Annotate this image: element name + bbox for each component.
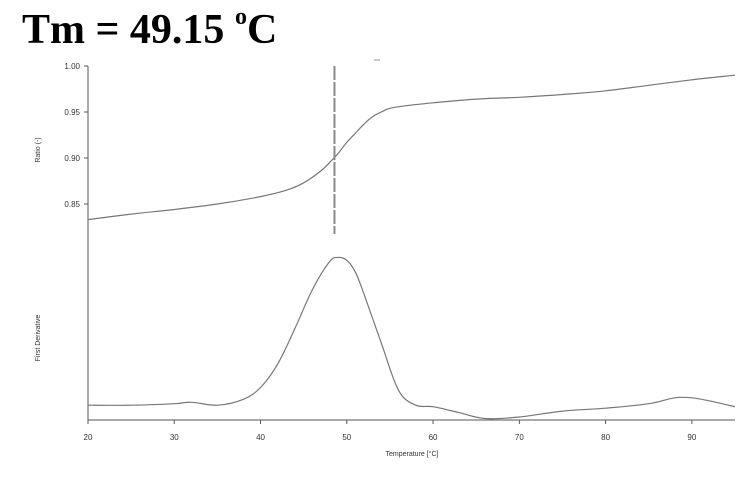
ratio-axis-title: Ratio (-) [35, 137, 42, 162]
title-prefix: Tm = 49.15 [22, 7, 235, 53]
x-tick-label-40: 40 [256, 433, 265, 442]
x-tick-label-20: 20 [84, 433, 93, 442]
y-tick-label-0.95: 0.95 [64, 108, 80, 117]
x-tick-label-70: 70 [515, 433, 524, 442]
temperature-x-axis: 20 30 40 50 60 70 80 90 [84, 420, 697, 442]
title-degree: o [234, 4, 247, 30]
series-ratio-line [87, 74, 736, 221]
x-tick-label-80: 80 [601, 433, 610, 442]
x-tick-label-60: 60 [429, 433, 438, 442]
x-tick-label-30: 30 [170, 433, 179, 442]
x-tick-label-90: 90 [687, 433, 696, 442]
y-tick-label-1.00: 1.00 [64, 62, 80, 71]
temperature-axis-title: Temperature [°C] [386, 450, 439, 458]
series-derivative-line [87, 256, 736, 420]
y-tick-label-0.85: 0.85 [64, 200, 80, 209]
curves [87, 74, 736, 420]
chart-title: Tm = 49.15 oC [22, 4, 278, 54]
plot-frame [87, 59, 735, 421]
x-tick-label-50: 50 [342, 433, 351, 442]
title-unit: C [246, 7, 278, 53]
ratio-y-axis: 0.85 0.90 0.95 1.00 [64, 62, 88, 209]
y-tick-label-0.90: 0.90 [64, 154, 80, 163]
derivative-axis-title: First Derivative [35, 315, 42, 362]
